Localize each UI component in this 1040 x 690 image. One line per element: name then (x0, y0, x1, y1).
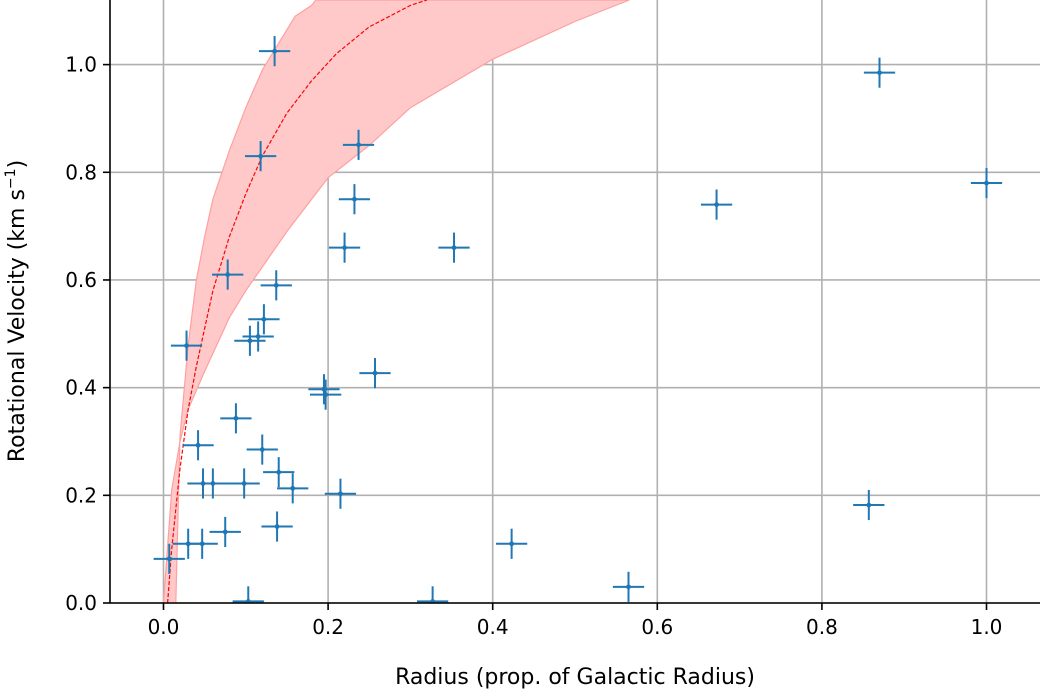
y-tick-label-0: 0.0 (65, 591, 97, 615)
y-tick-label-5: 1.0 (65, 53, 97, 77)
x-tick-label-2: 0.4 (477, 615, 509, 639)
data-point-31 (495, 528, 528, 559)
data-point-3 (170, 330, 203, 361)
data-point-18 (260, 270, 292, 301)
data-point-27 (342, 129, 375, 160)
point-marker (225, 272, 231, 277)
x-tick-label-3: 0.6 (641, 615, 673, 639)
point-marker (210, 481, 216, 486)
uncertainty-band (162, 0, 630, 603)
point-marker (247, 338, 253, 344)
data-point-22 (308, 374, 340, 405)
y-tick-label-1: 0.2 (65, 483, 97, 507)
point-marker (352, 196, 357, 202)
data-point-21 (277, 473, 309, 504)
point-marker (323, 392, 329, 398)
data-point-29 (416, 586, 449, 603)
data-point-2 (186, 528, 218, 559)
point-marker (430, 598, 436, 603)
data-point-32 (612, 571, 645, 602)
y-tick-label-4: 0.8 (65, 160, 97, 184)
x-tick-label-0: 0.0 (148, 615, 180, 639)
data-point-7 (209, 516, 241, 548)
data-point-19 (261, 511, 293, 542)
point-marker (984, 180, 989, 186)
data-point-20 (263, 457, 295, 488)
data-point-35 (863, 57, 896, 88)
point-marker (877, 70, 882, 76)
data-point-4 (182, 430, 214, 461)
point-marker (255, 334, 261, 339)
point-marker (338, 491, 343, 497)
point-marker (184, 343, 189, 349)
point-marker (274, 524, 280, 529)
x-tick-label-4: 0.8 (806, 615, 838, 639)
point-marker (714, 202, 719, 207)
point-marker (273, 282, 279, 288)
band-area (162, 0, 630, 603)
data-point-36 (970, 167, 1003, 199)
point-marker (199, 541, 205, 547)
model-curve (167, 0, 428, 603)
point-marker (259, 447, 265, 452)
grid (110, 0, 1040, 604)
x-axis-label: Radius (prop. of Galactic Radius) (395, 665, 755, 690)
point-marker (342, 245, 347, 251)
point-marker (290, 485, 296, 491)
point-marker (166, 556, 172, 562)
point-marker (241, 481, 247, 486)
data-point-15 (246, 434, 278, 465)
y-tick-label-2: 0.4 (65, 376, 97, 400)
point-marker (233, 415, 239, 421)
data-point-23 (309, 379, 342, 410)
data-point-30 (438, 232, 470, 263)
data-points (153, 36, 1003, 603)
point-marker (356, 142, 361, 148)
data-point-24 (324, 478, 357, 509)
point-marker (245, 598, 251, 603)
data-point-9 (220, 403, 252, 434)
point-marker (509, 541, 515, 547)
axes (109, 0, 1040, 604)
y-axis-label-main: Rotational Velocity (km s (5, 189, 30, 462)
y-axis-label-close: ) (5, 160, 30, 169)
data-point-33 (700, 189, 733, 220)
point-marker (372, 370, 378, 376)
point-marker (258, 153, 264, 159)
y-axis-label: Rotational Velocity (km s−1) (3, 160, 30, 462)
point-marker (626, 584, 631, 590)
data-point-26 (338, 184, 371, 215)
data-point-16 (248, 304, 280, 335)
data-point-0 (153, 543, 185, 574)
model-line (167, 0, 428, 603)
data-point-34 (853, 489, 885, 521)
y-tick-label-3: 0.6 (65, 268, 97, 292)
data-point-8 (212, 259, 244, 290)
point-marker (195, 442, 201, 448)
x-tick-label-5: 1.0 (971, 615, 1003, 639)
point-marker (222, 529, 228, 535)
data-point-6 (197, 468, 229, 499)
data-point-17 (258, 36, 291, 67)
data-point-12 (234, 325, 266, 356)
ticks: 0.0 0.2 0.4 0.6 0.8 1.0 0.0 0.2 0.4 0.6 0.8 1.0 (65, 53, 1002, 639)
point-marker (261, 316, 267, 322)
point-marker (276, 469, 282, 475)
data-point-11 (232, 586, 264, 603)
point-marker (272, 48, 278, 54)
data-point-14 (244, 141, 277, 172)
data-point-13 (242, 321, 274, 352)
point-marker (451, 245, 457, 251)
x-tick-label-1: 0.2 (312, 615, 344, 639)
point-marker (866, 502, 872, 508)
y-axis-label-superscript: −1 (3, 168, 19, 189)
data-point-28 (359, 358, 391, 389)
data-point-10 (228, 468, 260, 499)
data-point-25 (328, 232, 361, 263)
